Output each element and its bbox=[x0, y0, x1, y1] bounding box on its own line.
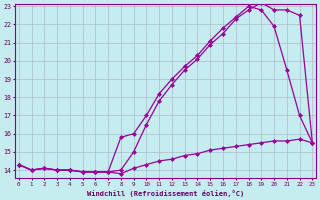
X-axis label: Windchill (Refroidissement éolien,°C): Windchill (Refroidissement éolien,°C) bbox=[87, 190, 244, 197]
